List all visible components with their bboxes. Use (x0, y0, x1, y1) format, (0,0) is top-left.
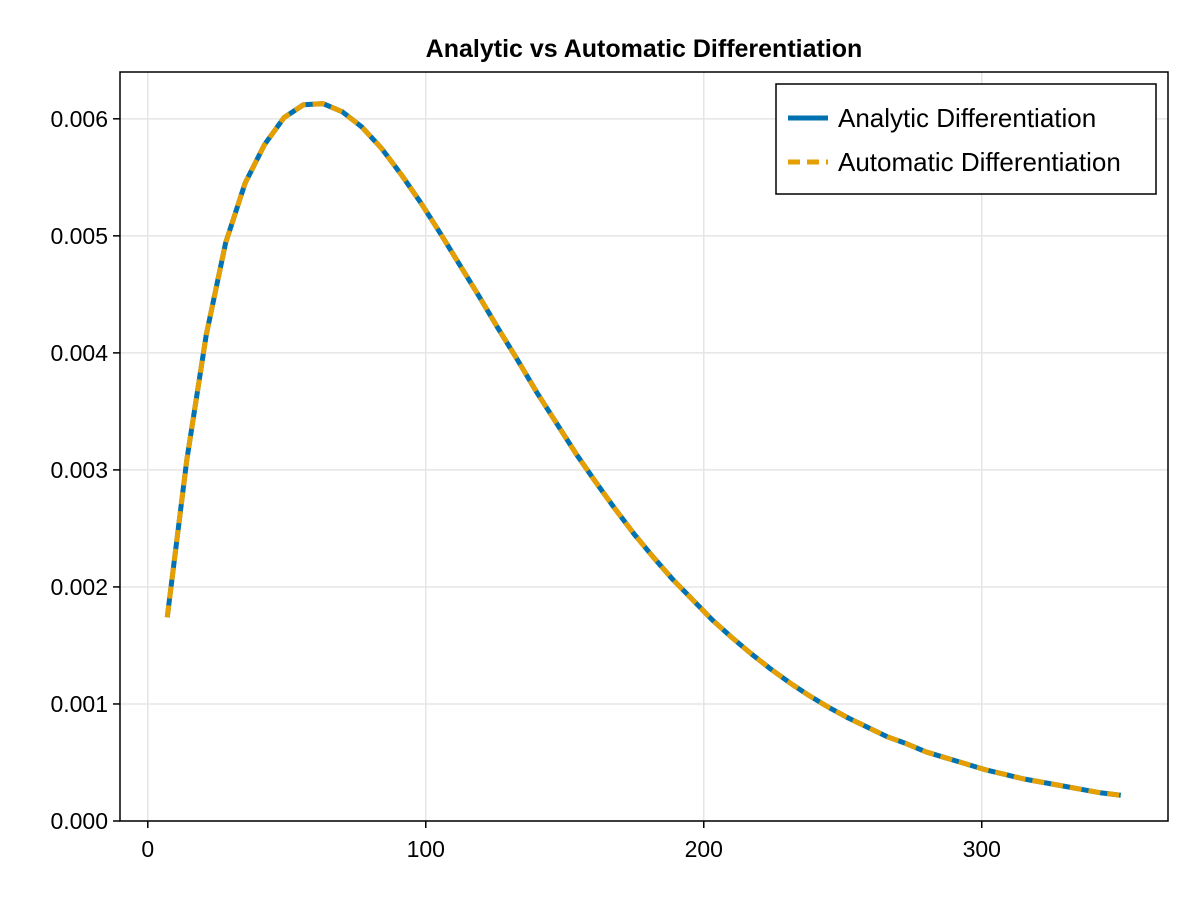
series-layer (164, 101, 1122, 798)
legend-box (775, 83, 1157, 195)
x-tick-label: 0 (141, 836, 154, 862)
legend-label-analytic: Analytic Differentiation (838, 103, 1096, 133)
y-tick-label: 0.003 (50, 457, 108, 483)
x-tick-label: 200 (685, 836, 723, 862)
legend-label-automatic: Automatic Differentiation (838, 147, 1121, 177)
y-tick-label: 0.004 (50, 340, 108, 366)
legend: Analytic Differentiation Automatic Diffe… (775, 83, 1157, 195)
x-tick-label: 100 (407, 836, 445, 862)
series-line-automatic (164, 101, 1122, 798)
series-line-analytic (164, 101, 1122, 798)
y-tick-label: 0.001 (50, 691, 108, 717)
plot-frame (119, 71, 1169, 822)
x-tick-label: 300 (963, 836, 1001, 862)
y-tick-label: 0.005 (50, 223, 108, 249)
y-tick-label: 0.006 (50, 106, 108, 132)
y-tick-label: 0.000 (50, 808, 108, 834)
y-tick-label: 0.002 (50, 574, 108, 600)
axis-ticks: 0 100 200 300 0.000 0.001 0.002 0.003 0.004 0.005… (50, 106, 1001, 862)
chart-title: Analytic vs Automatic Differentiation (426, 35, 863, 63)
